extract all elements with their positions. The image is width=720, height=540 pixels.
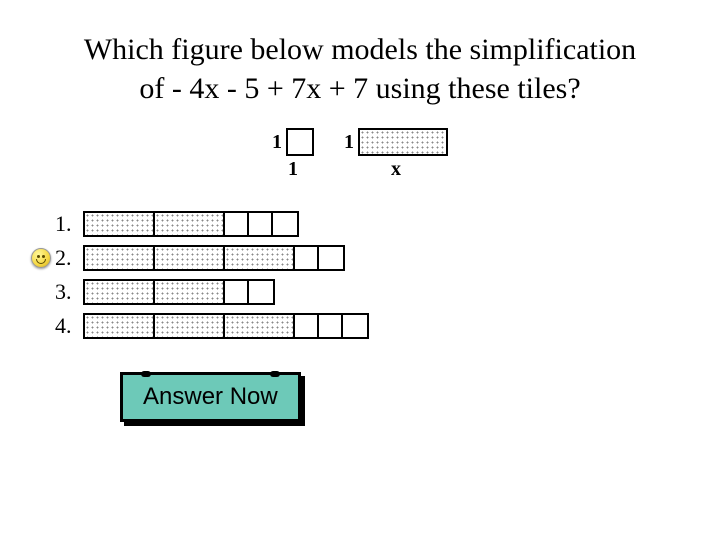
- answer-now-button[interactable]: Answer Now: [120, 372, 301, 422]
- unit-tile-segment: [319, 247, 343, 269]
- answer-options: 1. 2. 3. 4.: [55, 211, 700, 339]
- legend-unit-tile: 1 1: [272, 128, 314, 181]
- unit-tile-segment: [225, 213, 249, 235]
- x-tile-segment: [155, 213, 225, 235]
- legend-x-side-label: 1: [344, 131, 354, 154]
- option-number: 4.: [55, 313, 83, 339]
- unit-tile-segment: [225, 281, 249, 303]
- tile-strip: [83, 313, 369, 339]
- tile-strip: [83, 211, 299, 237]
- legend-x-tile: 1 x: [344, 128, 448, 181]
- x-tile-segment: [225, 247, 295, 269]
- option-number: 3.: [55, 279, 83, 305]
- legend-x-bottom-label: x: [391, 158, 401, 181]
- x-tile-segment: [85, 315, 155, 337]
- tile-strip: [83, 245, 345, 271]
- unit-tile-segment: [273, 213, 297, 235]
- unit-tile-segment: [343, 315, 367, 337]
- unit-tile-icon: [286, 128, 314, 156]
- legend-unit-side-label: 1: [272, 131, 282, 154]
- option-row[interactable]: 1.: [55, 211, 700, 237]
- option-row[interactable]: 3.: [55, 279, 700, 305]
- unit-tile-segment: [319, 315, 343, 337]
- option-number: 2.: [55, 245, 83, 271]
- question-line1: Which figure below models the simplifica…: [84, 33, 636, 66]
- x-tile-segment: [85, 281, 155, 303]
- question-line2: of - 4x - 5 + 7x + 7 using these tiles?: [139, 72, 580, 105]
- unit-tile-segment: [295, 315, 319, 337]
- smiley-icon: [31, 248, 51, 268]
- unit-tile-segment: [295, 247, 319, 269]
- option-row[interactable]: 2.: [55, 245, 700, 271]
- x-tile-segment: [155, 315, 225, 337]
- x-tile-segment: [225, 315, 295, 337]
- question-text: Which figure below models the simplifica…: [20, 30, 700, 108]
- option-row[interactable]: 4.: [55, 313, 700, 339]
- x-tile-segment: [155, 281, 225, 303]
- unit-tile-segment: [249, 281, 273, 303]
- legend-unit-bottom-label: 1: [288, 158, 298, 181]
- x-tile-segment: [85, 213, 155, 235]
- x-tile-icon: [358, 128, 448, 156]
- x-tile-segment: [155, 247, 225, 269]
- answer-now-label: Answer Now: [143, 383, 278, 410]
- unit-tile-segment: [249, 213, 273, 235]
- tile-strip: [83, 279, 275, 305]
- tile-legend: 1 1 1 x: [20, 128, 700, 181]
- x-tile-segment: [85, 247, 155, 269]
- option-number: 1.: [55, 211, 83, 237]
